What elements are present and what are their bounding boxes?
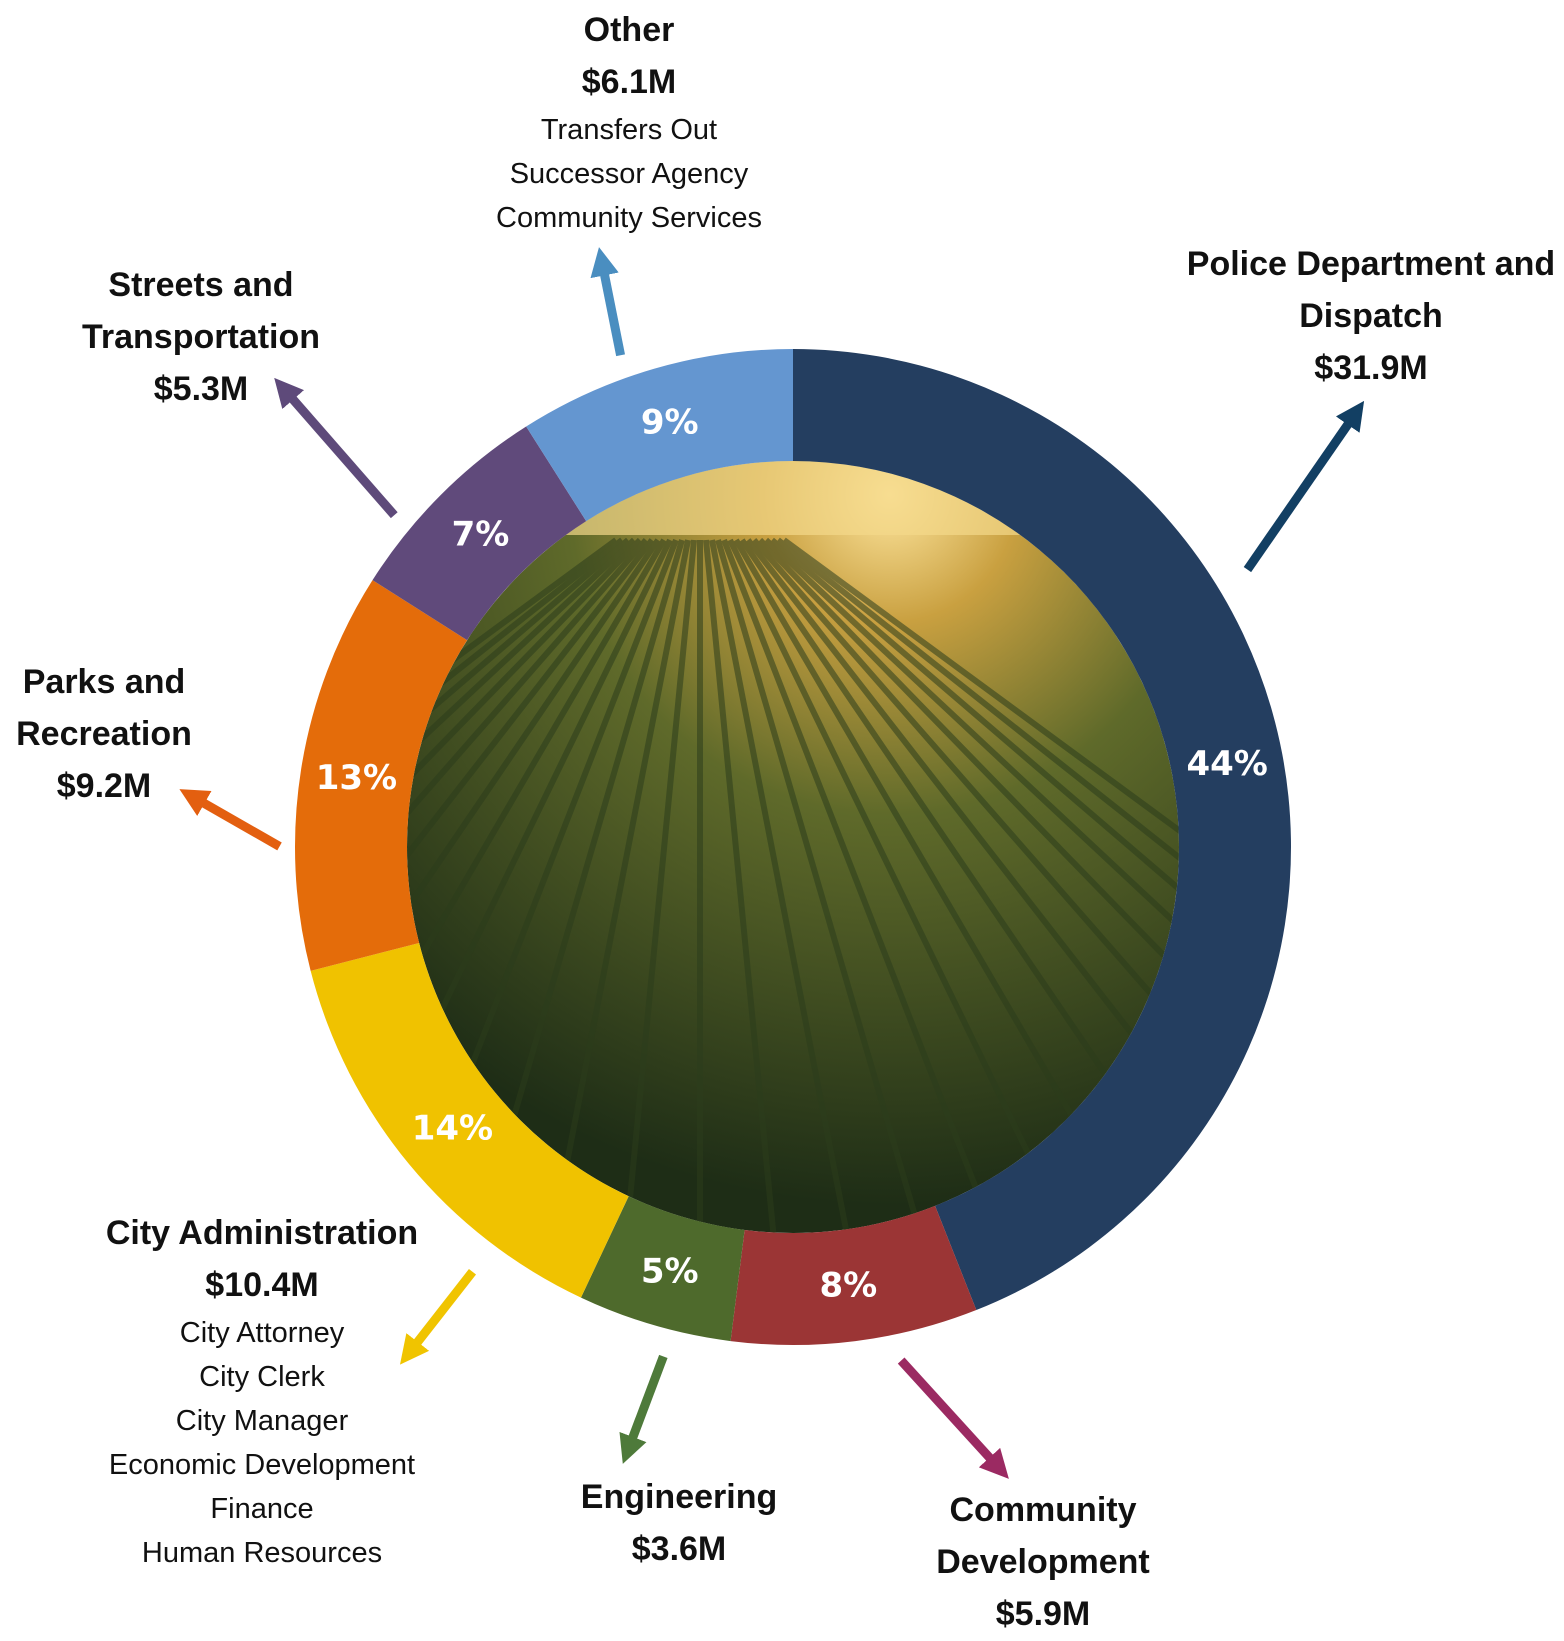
category-label: Parks and Recreation$9.2M xyxy=(0,656,214,812)
detail-item: City Clerk xyxy=(72,1355,452,1399)
amount-label: $3.6M xyxy=(529,1523,829,1575)
detail-item: Finance xyxy=(72,1487,452,1531)
category-label: Engineering$3.6M xyxy=(529,1471,829,1575)
category-name: City Administration xyxy=(72,1207,452,1259)
pointer-arrow xyxy=(602,261,621,355)
percent-label: 7% xyxy=(452,514,510,554)
percent-label: 9% xyxy=(641,403,699,443)
pointer-arrow xyxy=(1247,413,1355,570)
amount-label: $5.3M xyxy=(51,363,351,415)
percent-label: 14% xyxy=(412,1109,493,1149)
percent-label: 13% xyxy=(316,758,397,798)
percent-label: 8% xyxy=(820,1266,878,1306)
detail-item: Successor Agency xyxy=(449,152,809,196)
amount-label: $10.4M xyxy=(72,1259,452,1311)
amount-label: $31.9M xyxy=(1181,342,1561,394)
percent-label: 5% xyxy=(641,1251,699,1291)
detail-item: Economic Development xyxy=(72,1443,452,1487)
category-label: Community Development$5.9M xyxy=(883,1484,1203,1640)
category-label: Police Department and Dispatch$31.9M xyxy=(1181,238,1561,394)
detail-item: Transfers Out xyxy=(449,108,809,152)
field-photo xyxy=(0,455,1564,1250)
amount-label: $6.1M xyxy=(449,56,809,108)
infographic: 44% 8% 5% 14% 13% 7% 9% Police Department and … xyxy=(0,0,1564,1641)
detail-item: City Attorney xyxy=(72,1311,452,1355)
category-name: Streets and Transportation xyxy=(51,259,351,363)
category-name: Police Department and Dispatch xyxy=(1181,238,1561,342)
category-name: Parks and Recreation xyxy=(0,656,214,760)
pointer-arrow xyxy=(901,1361,999,1469)
category-label: Streets and Transportation$5.3M xyxy=(51,259,351,415)
detail-item: Human Resources xyxy=(72,1531,452,1575)
pointer-arrow xyxy=(628,1356,663,1450)
amount-label: $5.9M xyxy=(883,1588,1203,1640)
detail-item: City Manager xyxy=(72,1399,452,1443)
detail-item: Community Services xyxy=(449,196,809,240)
category-name: Community Development xyxy=(883,1484,1203,1588)
category-name: Other xyxy=(449,4,809,56)
category-name: Engineering xyxy=(529,1471,829,1523)
amount-label: $9.2M xyxy=(0,760,214,812)
percent-label: 44% xyxy=(1186,744,1267,784)
